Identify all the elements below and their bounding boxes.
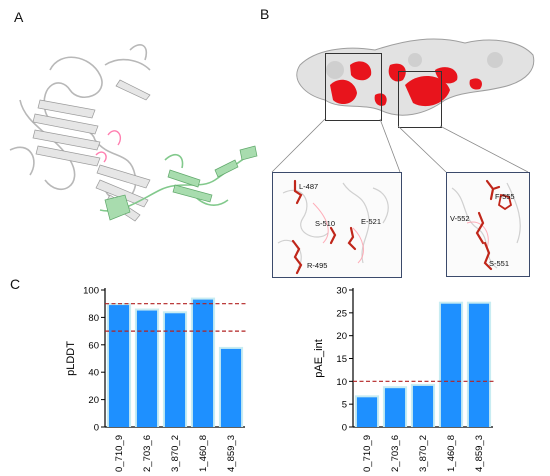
x-tick-label: 4_859_3 [474,435,485,472]
x-tick-label: 3_870_2 [418,435,429,472]
y-axis-label: pLDDT [65,341,77,376]
residue-label: L-487 [299,182,318,191]
y-tick-label: 10 [336,377,347,388]
residue-label: F-555 [495,192,515,201]
bar [356,397,378,427]
y-tick-label: 5 [342,400,347,411]
x-tick-label: 2_703_6 [142,435,153,472]
y-tick-label: 0 [94,423,99,434]
x-tick-label: 2_703_6 [390,435,401,472]
zoom-panel-left: L-487 S-510 E-521 R-495 [272,172,402,278]
x-tick-label: 1_460_8 [198,435,209,472]
residue-label: V-552 [450,214,470,223]
x-tick-label: 3_870_2 [170,435,181,472]
y-tick-label: 20 [336,331,347,342]
y-tick-label: 80 [88,313,99,324]
residue-label: S-510 [315,219,335,228]
panel-label-c: C [10,276,21,292]
y-tick-label: 25 [336,308,347,319]
y-tick-label: 0 [342,423,347,434]
x-tick-label: 4_859_3 [226,435,237,472]
x-tick-label: 0_710_9 [362,435,373,472]
y-tick-label: 40 [88,368,99,379]
bar [136,310,158,427]
y-tick-label: 60 [88,340,99,351]
chart-plddt: pLDDT 0 20 40 60 80 100 0_710_9 2_703_6 3_870_2 1_… [65,286,247,472]
zoom-panel-right: F-555 V-552 S-551 [446,172,530,277]
y-tick-label: 30 [336,286,347,297]
y-tick-label: 100 [83,286,99,297]
residue-label: R-495 [307,261,327,270]
bar [412,385,434,427]
residue-label: E-521 [361,217,381,226]
bar [192,299,214,427]
residue-label: S-551 [489,259,509,268]
bar [220,348,242,427]
zoom-region-right [398,71,442,128]
bar [384,388,406,427]
x-tick-label: 1_460_8 [446,435,457,472]
panel-label-b: B [260,6,270,22]
molecular-surface [296,38,535,116]
y-tick-label: 20 [88,395,99,406]
y-tick-label: 15 [336,354,347,365]
bar [108,305,130,427]
zoom-region-left [325,53,382,121]
protein-ribbon-structure [9,44,258,222]
bar [440,303,462,427]
bar [164,313,186,427]
bar [468,303,490,427]
chart-pae-int: pAE_int 0 5 10 15 20 25 30 0_710_9 2_703_6 3_870_2… [313,286,495,472]
x-tick-label: 0_710_9 [114,435,125,472]
panel-label-a: A [14,9,24,25]
y-axis-label: pAE_int [313,339,325,378]
